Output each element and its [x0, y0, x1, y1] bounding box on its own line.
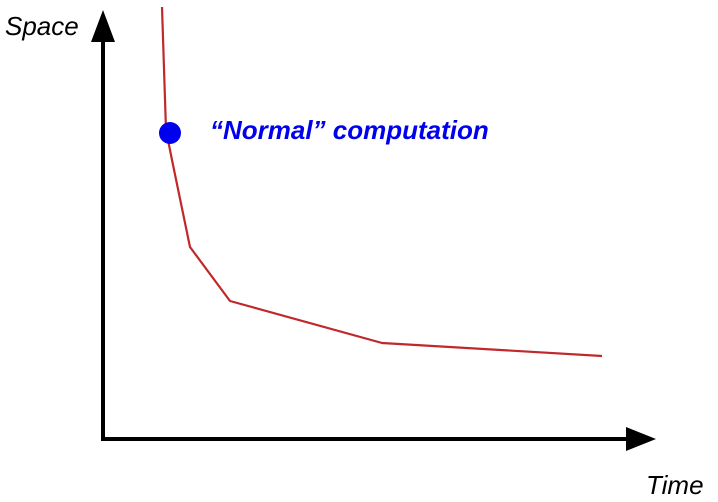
normal-computation-point — [159, 122, 181, 144]
x-axis-arrowhead — [626, 427, 656, 451]
space-time-curve — [160, 6, 603, 358]
y-axis-label: Space — [5, 11, 79, 41]
y-axis-arrowhead — [91, 10, 115, 42]
normal-computation-label: “Normal” computation — [210, 115, 489, 145]
x-axis-label: Time — [646, 470, 704, 500]
